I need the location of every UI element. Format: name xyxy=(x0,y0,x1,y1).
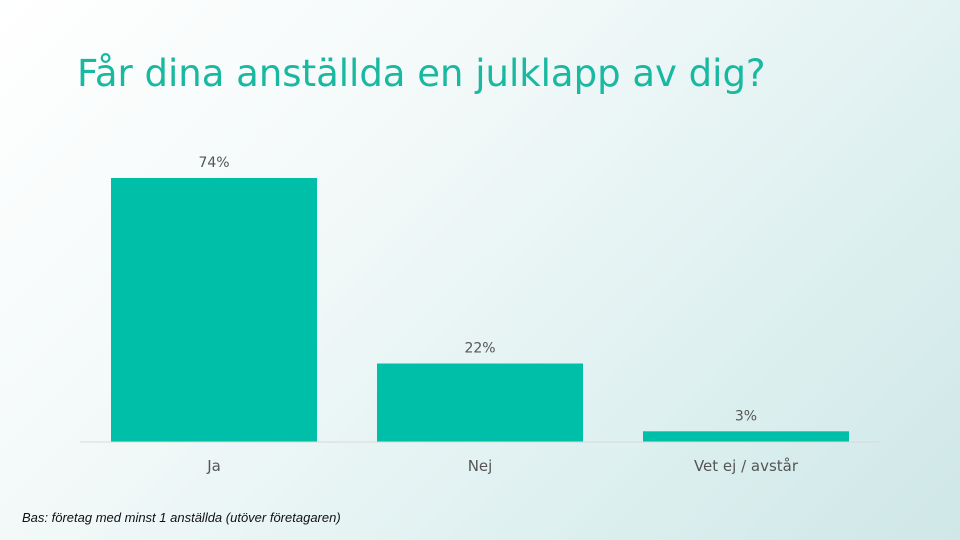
labels-layer: 74% Ja 22% Nej 3% Vet ej / avstår xyxy=(198,155,798,475)
bar-value-label: 3% xyxy=(735,408,757,424)
bar-3 xyxy=(643,431,849,442)
bar-value-label: 22% xyxy=(464,341,495,357)
bar-2 xyxy=(377,363,583,442)
category-label: Nej xyxy=(468,457,493,475)
bars-layer xyxy=(111,178,849,442)
footnote: Bas: företag med minst 1 anställda (utöv… xyxy=(22,510,341,525)
chart-title: Får dina anställda en julklapp av dig? xyxy=(77,52,766,95)
bar-value-label: 74% xyxy=(198,155,229,171)
bar-1 xyxy=(111,178,317,442)
category-label: Ja xyxy=(206,457,221,475)
category-label: Vet ej / avstår xyxy=(694,457,799,475)
